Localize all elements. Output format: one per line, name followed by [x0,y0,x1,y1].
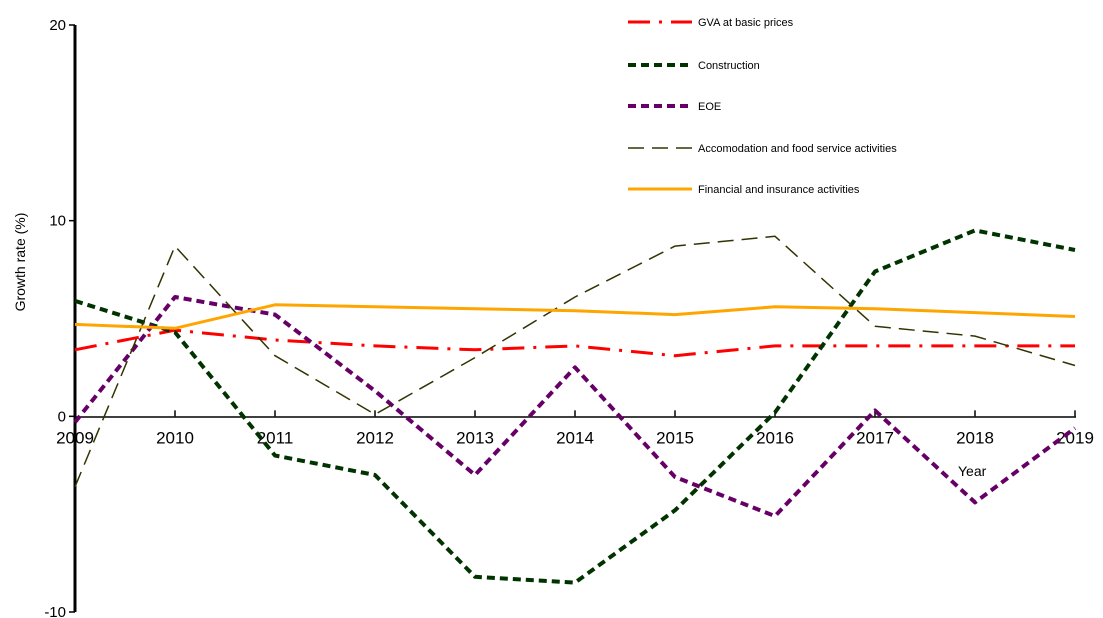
series-line-1 [74,328,1075,358]
y-ticks: -10 0 10 20 [44,17,75,618]
x-tick-label: 2017 [856,428,894,447]
legend-label-5: Financial and insurance activities [698,184,860,196]
legend-label-3: EOE [698,101,721,113]
x-tick-label: 2018 [956,428,994,447]
y-tick-label: -10 [44,604,66,618]
y-tick-label: 10 [49,213,66,230]
series-line-3 [73,295,1077,519]
series-line-4 [74,235,1076,488]
y-axis-title: Growth rate (%) [12,213,28,312]
x-tick-label: 2014 [556,428,594,447]
legend: GVA at basic prices Construction EOE Accomo… [628,17,897,196]
legend-label-2: Construction [698,60,760,72]
x-tick-label: 2015 [656,428,694,447]
series-line-2 [74,228,1076,585]
x-tick-label: 2010 [156,428,194,447]
x-tick-label: 2019 [1056,428,1094,447]
series-layer [73,228,1077,585]
series-line-5 [74,303,1076,330]
legend-label-1: GVA at basic prices [698,17,794,29]
y-tick-label: 20 [49,17,66,34]
x-tick-label: 2012 [356,428,394,447]
x-axis-title: Year [958,463,987,479]
x-tick-label: 2013 [456,428,494,447]
x-tick-label: 2016 [756,428,794,447]
x-tick-label: 2009 [56,428,94,447]
x-ticks: 2009 2010 2011 2012 2013 2014 2015 2016 2017 2018… [56,410,1094,447]
legend-label-4: Accomodation and food service activities [698,143,897,155]
y-tick-label: 0 [58,408,66,425]
